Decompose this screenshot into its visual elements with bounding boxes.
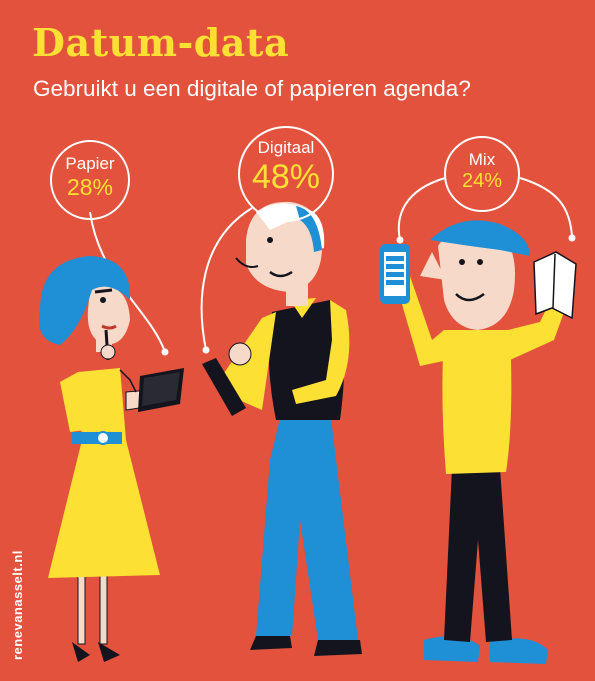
connector-dot <box>568 234 576 242</box>
category-label-mix: Mix <box>468 150 496 169</box>
connector-mix-left <box>397 177 446 241</box>
woman-figure <box>38 256 184 662</box>
connector-dot <box>202 346 210 354</box>
bubble-mix: Mix 24% <box>444 136 520 212</box>
chart-title: Datum-data <box>32 20 290 65</box>
bubble-papier: Papier 28% <box>50 140 130 220</box>
bubble-digitaal: Digitaal 48% <box>238 126 334 222</box>
value-label-papier: 28% <box>66 174 114 200</box>
connector-dot <box>161 348 169 356</box>
value-label-mix: 24% <box>461 170 503 192</box>
category-label-papier: Papier <box>65 154 115 173</box>
man-figure <box>202 201 362 656</box>
connector-digitaal <box>200 207 253 351</box>
connector-dot <box>396 236 404 244</box>
credit-text: renevanasselt.nl <box>10 550 25 660</box>
value-label-digitaal: 48% <box>251 158 321 196</box>
connector-mix-right <box>519 177 573 237</box>
category-label-digitaal: Digitaal <box>257 138 315 157</box>
young-man-figure <box>380 220 577 664</box>
chart-subtitle: Gebruikt u een digitale of papieren agen… <box>33 76 471 101</box>
